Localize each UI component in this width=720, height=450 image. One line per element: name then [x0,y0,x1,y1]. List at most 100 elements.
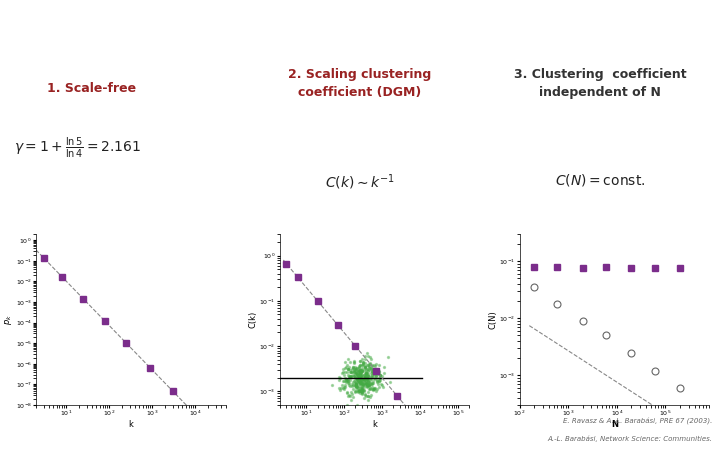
Point [350,364,361,372]
Point [347,378,359,386]
Point [347,364,359,371]
Point [352,384,364,392]
Point [346,368,357,375]
Point [366,361,377,369]
Point [367,385,379,392]
Point [345,382,356,390]
Point [348,367,360,374]
Point [362,368,374,375]
Point [373,378,384,385]
Point [361,372,372,379]
Point [360,368,372,375]
Point [346,369,358,376]
Point [351,381,362,388]
Point [342,356,354,363]
Point [336,384,347,392]
Point [359,363,371,370]
Point [364,360,376,367]
Point [368,361,379,368]
Point [359,356,371,363]
Point [339,369,351,376]
Point [355,379,366,387]
Point [357,379,369,387]
Point [363,382,374,389]
Point [353,387,364,394]
Point [341,390,353,397]
Point [358,375,369,382]
Point [354,358,365,365]
Y-axis label: C(N): C(N) [489,310,498,329]
Point [346,380,358,387]
Point [374,361,385,369]
Point [374,374,385,381]
Point [356,389,368,396]
Point [374,378,385,385]
Point [355,374,366,382]
Point [354,363,365,370]
Point [366,364,377,372]
Point [358,388,369,395]
Point [354,377,366,384]
Text: 2. Scaling clustering
coefficient (DGM): 2. Scaling clustering coefficient (DGM) [289,68,431,99]
X-axis label: k: k [128,420,133,429]
Point [357,360,369,367]
Point [382,353,394,360]
Point [351,365,362,373]
Point [349,379,361,387]
Point [355,370,366,377]
Point [336,381,348,388]
Point [358,380,369,387]
Point [349,381,361,388]
Point [357,380,369,387]
Point [355,369,366,376]
Point [359,364,371,371]
Point [359,373,371,380]
Point [361,375,373,382]
Point [359,369,371,377]
Point [362,392,374,400]
Point [346,390,357,397]
Point [347,382,359,389]
Point [359,367,370,374]
Point [364,386,376,393]
Point [356,366,367,373]
Text: Section 4: Section 4 [11,9,99,27]
Point [364,364,376,371]
Text: 1. Scale-free: 1. Scale-free [47,82,136,95]
Point [356,388,368,396]
Point [362,372,374,379]
Point [375,380,387,387]
Point [345,373,356,380]
Point [355,377,366,384]
Point [366,373,377,380]
Point [366,368,378,375]
Point [346,382,358,390]
Point [365,365,377,373]
Point [343,363,355,370]
Point [351,374,362,381]
Point [356,385,367,392]
Point [360,379,372,386]
Point [348,368,359,375]
Point [340,375,351,382]
Point [358,377,369,384]
Point [361,376,372,383]
Point [357,361,369,368]
Point [353,372,364,379]
Point [361,380,373,387]
Point [354,371,366,378]
Point [343,373,355,380]
Point [354,387,366,394]
Point [369,362,381,369]
Point [366,371,377,378]
Point [358,377,369,384]
Point [356,366,368,373]
Point [361,382,373,390]
Point [351,380,362,387]
Point [349,364,361,371]
Point [352,373,364,380]
Point [351,365,363,372]
Point [363,367,374,374]
Point [355,372,366,379]
Point [369,376,381,383]
